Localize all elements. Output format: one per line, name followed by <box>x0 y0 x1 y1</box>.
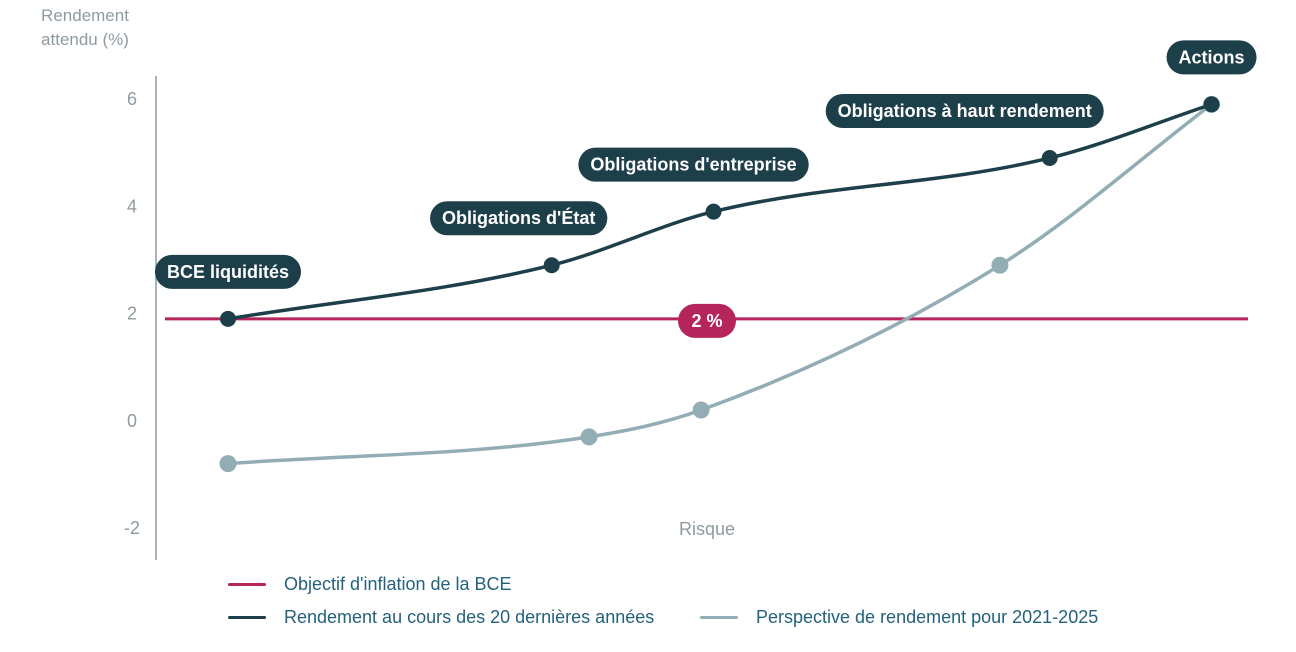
legend-item-inflation-target: Objectif d'inflation de la BCE <box>228 574 512 595</box>
legend-swatch-inflation-target <box>228 583 266 586</box>
historical-return-point <box>543 257 560 274</box>
y-axis-title-line-1: Rendement <box>41 6 129 25</box>
legend-swatch-historical-return <box>228 616 266 619</box>
return-outlook-point <box>580 428 598 446</box>
y-tick-label: 0 <box>127 411 137 431</box>
y-tick-label: -2 <box>124 518 140 538</box>
asset-label-pill <box>154 254 302 289</box>
historical-return-point <box>1041 149 1058 166</box>
asset-label-text: Obligations d'État <box>442 207 595 228</box>
asset-label-pill <box>1166 40 1257 75</box>
y-tick-label: 6 <box>127 89 137 109</box>
inflation-target-badge-label: 2 % <box>691 311 722 331</box>
inflation-target-badge <box>678 303 736 338</box>
x-axis-title: Risque <box>679 519 735 539</box>
return-outlook-point <box>991 256 1009 274</box>
historical-return-point <box>1203 96 1220 113</box>
y-axis-title-line-2: attendu (%) <box>41 30 129 49</box>
legend-label-historical-return: Rendement au cours des 20 dernières anné… <box>284 607 655 627</box>
return-outlook-point <box>219 455 237 473</box>
historical-return-point <box>705 203 722 220</box>
asset-label-text: BCE liquidités <box>167 262 289 282</box>
asset-label-pill <box>825 93 1104 128</box>
legend-item-historical-return: Rendement au cours des 20 dernières anné… <box>228 607 654 628</box>
asset-labels: BCE liquidités Obligations d'État Obligati… <box>154 40 1257 289</box>
legend-label-inflation-target: Objectif d'inflation de la BCE <box>284 574 512 594</box>
inflation-target-group: 2 % <box>165 303 1248 338</box>
legend-item-return-outlook: Perspective de rendement pour 2021-2025 <box>700 607 1098 628</box>
asset-label-text: Obligations à haut rendement <box>838 101 1092 121</box>
legend-swatch-return-outlook <box>700 616 738 619</box>
return-outlook-point <box>692 401 710 419</box>
historical-return-point <box>220 310 236 327</box>
asset-label-pill <box>578 147 809 182</box>
y-tick-labels: 6 4 2 0 -2 <box>124 89 140 538</box>
asset-label-text: Obligations d'entreprise <box>590 155 796 175</box>
series-group <box>219 95 1221 473</box>
return-outlook-line <box>226 102 1214 466</box>
asset-label-pill <box>430 201 608 236</box>
legend-label-return-outlook: Perspective de rendement pour 2021-2025 <box>756 607 1099 627</box>
y-tick-label: 4 <box>127 196 137 216</box>
y-tick-label: 2 <box>127 304 137 324</box>
asset-label-text: Actions <box>1179 47 1245 67</box>
chart: 6 4 2 0 -2 Risque 2 % BCE liquidités Obligati… <box>124 40 1257 560</box>
